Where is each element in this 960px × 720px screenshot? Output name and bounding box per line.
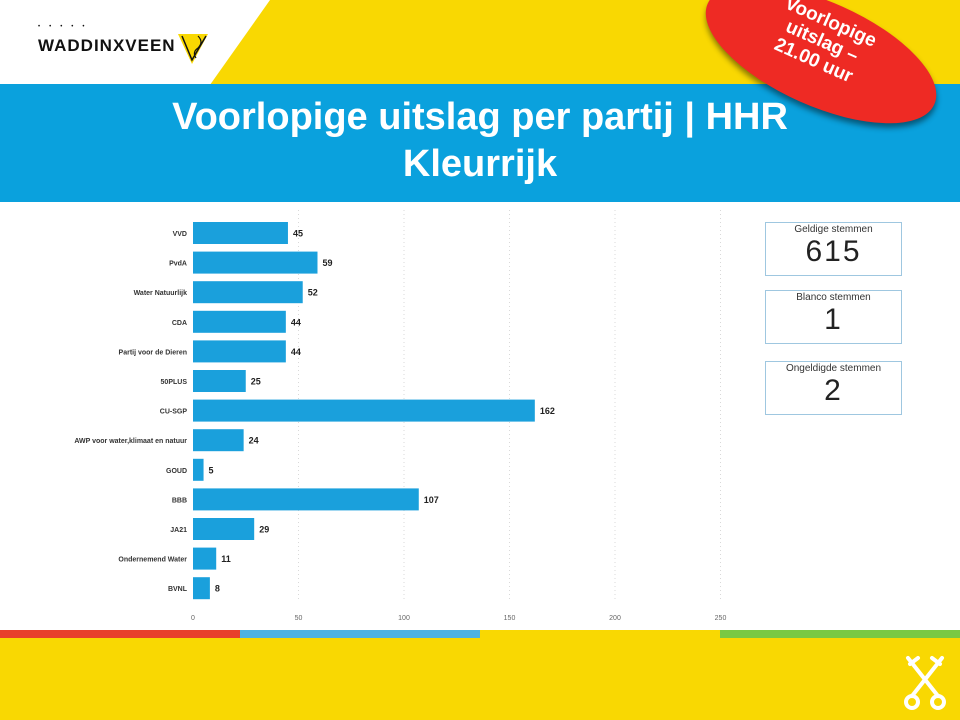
strip-green [720,630,960,638]
page-title-line2: Kleurrijk [402,143,558,185]
bar [193,370,246,392]
bar [193,251,318,274]
invalid-votes-card: Ongeldigde stemmen 2 [765,361,902,415]
bar [193,458,204,481]
x-tick-label: 0 [191,615,195,622]
page-title-line1: Voorlopige uitslag per partij | HHR [172,96,788,138]
valid-votes-label: Geldige stemmen [794,224,873,235]
value-label: 44 [291,317,301,327]
category-label: GOUD [166,468,187,475]
category-label: JA21 [170,527,187,534]
category-label: 50PLUS [161,379,188,386]
category-label: CDA [172,320,187,327]
category-label: BVNL [168,586,188,593]
x-tick-label: 200 [609,615,621,622]
bar [193,488,419,511]
color-strip [0,630,960,638]
bar [193,222,288,244]
value-label: 11 [221,554,231,564]
value-label: 59 [322,258,332,268]
bar [193,547,217,570]
valid-votes-value: 615 [805,235,862,268]
x-tick-label: 150 [504,615,516,622]
value-label: 5 [209,465,214,475]
strip-red [0,630,240,638]
category-label: Ondernemend Water [118,557,187,564]
title-band [0,84,960,202]
bar [193,310,286,333]
category-label: Partij voor de Dieren [119,349,187,356]
value-label: 29 [259,525,269,535]
value-label: 25 [251,377,261,387]
value-label: 8 [215,584,220,594]
category-label: Water Natuurlijk [134,290,188,297]
category-label: BBB [172,497,187,504]
blank-votes-value: 1 [824,303,843,336]
x-tick-label: 250 [715,615,727,622]
bar [193,429,244,452]
party-results-bar-chart: 050100150200250300VVD45PvdA59Water Natuu… [74,210,727,622]
bar [193,399,535,422]
bar [193,340,286,363]
value-label: 162 [540,406,555,416]
value-label: 52 [308,288,318,298]
valid-votes-card: Geldige stemmen 615 [765,222,902,276]
category-label: PvdA [169,261,187,268]
strip-blue [240,630,480,638]
value-label: 44 [291,347,301,357]
logo-dots: ••••• [38,24,94,30]
category-label: AWP voor water,klimaat en natuur [74,438,187,445]
blank-votes-card: Blanco stemmen 1 [765,290,902,344]
crossed-keys-icon [904,656,946,710]
value-label: 45 [293,229,303,239]
logo-text: WADDINXVEEN [38,36,176,55]
value-label: 24 [249,436,259,446]
strip-yellow [480,630,720,638]
footer-yellow-band [0,638,960,720]
blank-votes-label: Blanco stemmen [796,292,871,303]
invalid-votes-label: Ongeldigde stemmen [785,363,882,374]
value-label: 107 [424,495,439,505]
municipality-logo: ••••• WADDINXVEEN [38,24,213,66]
bar [193,577,210,600]
x-tick-label: 100 [398,615,410,622]
x-tick-label: 50 [295,615,303,622]
category-label: CU-SGP [160,409,188,416]
invalid-votes-value: 2 [824,374,843,407]
municipality-crest-icon [178,34,208,64]
bar [193,518,255,540]
preliminary-result-stamp: Voorlopige uitslag – 21.00 uur [686,0,956,152]
bar [193,281,303,304]
page-title: Voorlopige uitslag per partij | HHR Kleu… [100,94,860,188]
category-label: VVD [173,231,187,238]
